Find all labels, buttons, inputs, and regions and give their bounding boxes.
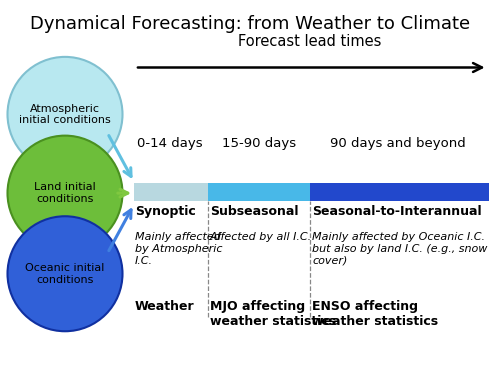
Text: 0-14 days: 0-14 days <box>137 137 203 150</box>
Text: Weather: Weather <box>135 300 194 313</box>
Text: Seasonal-to-Interannual: Seasonal-to-Interannual <box>312 205 482 218</box>
Bar <box>310 183 489 201</box>
Bar <box>134 183 208 201</box>
Ellipse shape <box>8 57 122 172</box>
Text: 15-90 days: 15-90 days <box>222 137 296 150</box>
Text: Oceanic initial
conditions: Oceanic initial conditions <box>26 263 104 285</box>
Text: Affected by all I.C.: Affected by all I.C. <box>210 232 312 243</box>
Text: Land initial
conditions: Land initial conditions <box>34 182 96 204</box>
Text: Dynamical Forecasting: from Weather to Climate: Dynamical Forecasting: from Weather to C… <box>30 15 470 33</box>
Bar <box>208 183 310 201</box>
Text: ENSO affecting
weather statistics: ENSO affecting weather statistics <box>312 300 438 328</box>
Text: Forecast lead times: Forecast lead times <box>238 34 382 50</box>
Ellipse shape <box>8 216 122 331</box>
Text: 90 days and beyond: 90 days and beyond <box>330 137 466 150</box>
Ellipse shape <box>8 136 122 250</box>
Text: Synoptic: Synoptic <box>135 205 196 218</box>
Text: Mainly affected by Oceanic I.C.
but also by land I.C. (e.g., snow
cover): Mainly affected by Oceanic I.C. but also… <box>312 232 488 266</box>
Text: Mainly affected
by Atmospheric
I.C.: Mainly affected by Atmospheric I.C. <box>135 232 222 266</box>
Text: Atmospheric
initial conditions: Atmospheric initial conditions <box>19 104 111 125</box>
Text: Subseasonal: Subseasonal <box>210 205 298 218</box>
Text: MJO affecting
weather statistics: MJO affecting weather statistics <box>210 300 336 328</box>
